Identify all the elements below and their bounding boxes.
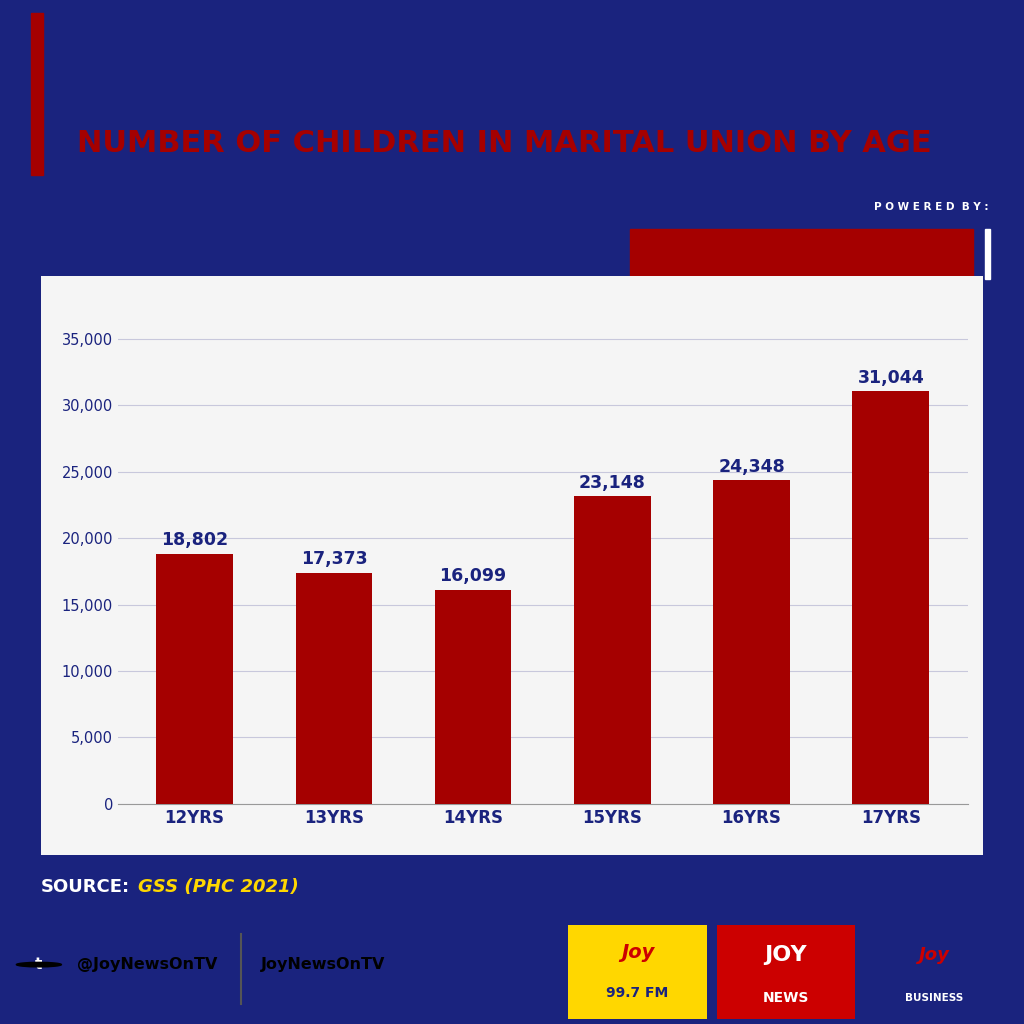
Bar [714, 480, 790, 804]
Text: GSS (PHC 2021): GSS (PHC 2021) [138, 878, 299, 896]
Text: JoyNewsOnTV: JoyNewsOnTV [261, 957, 385, 972]
Bar [985, 229, 990, 279]
Bar [574, 497, 650, 804]
Text: 31,044: 31,044 [857, 369, 924, 387]
Bar [157, 554, 233, 804]
Bar [852, 391, 929, 804]
Text: 24,348: 24,348 [718, 458, 785, 476]
Text: NUMBER OF CHILDREN IN MARITAL UNION BY AGE: NUMBER OF CHILDREN IN MARITAL UNION BY A… [77, 129, 932, 159]
Text: @JoyNewsOnTV: @JoyNewsOnTV [77, 957, 217, 972]
Text: CHILD MARRIAGE:: CHILD MARRIAGE: [77, 37, 556, 82]
Text: SOURCE:: SOURCE: [41, 878, 130, 896]
Text: JOYNEWS RESEARCH DESK: JOYNEWS RESEARCH DESK [709, 247, 895, 259]
Circle shape [16, 963, 61, 967]
Text: 18,802: 18,802 [161, 531, 228, 550]
Bar [31, 13, 43, 175]
Text: JOY: JOY [765, 945, 807, 965]
FancyBboxPatch shape [630, 229, 973, 279]
Text: 16,099: 16,099 [439, 567, 507, 586]
FancyBboxPatch shape [564, 922, 711, 1022]
Text: 99.7 FM: 99.7 FM [606, 985, 669, 999]
FancyBboxPatch shape [32, 270, 992, 861]
Text: 17,373: 17,373 [301, 551, 368, 568]
Text: Joy: Joy [919, 946, 950, 964]
Text: BUSINESS: BUSINESS [905, 993, 964, 1004]
FancyBboxPatch shape [861, 922, 1008, 1022]
Text: t: t [35, 957, 43, 972]
Bar [435, 590, 511, 804]
Bar [296, 573, 372, 804]
Text: Joy: Joy [621, 943, 654, 963]
Text: P O W E R E D  B Y :: P O W E R E D B Y : [873, 202, 988, 212]
Text: 23,148: 23,148 [579, 474, 646, 492]
FancyBboxPatch shape [713, 922, 859, 1022]
Text: NEWS: NEWS [763, 991, 809, 1006]
